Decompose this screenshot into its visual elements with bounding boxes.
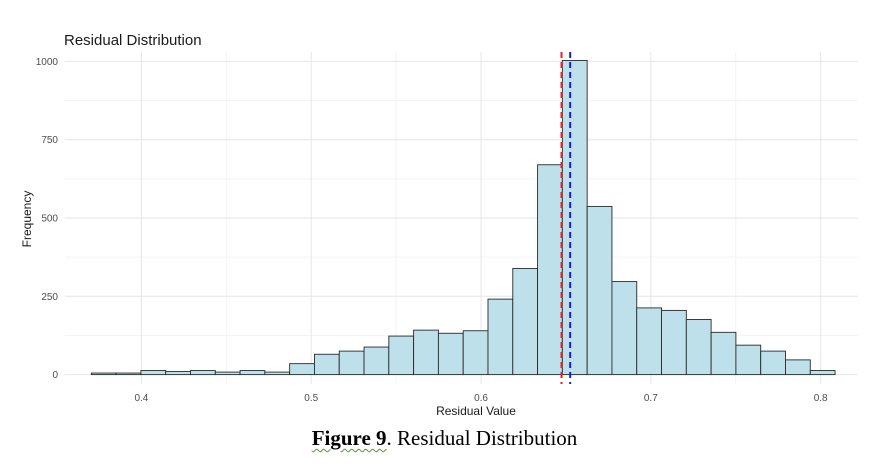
x-axis-label: Residual Value: [436, 404, 516, 418]
histogram-bar: [710, 331, 737, 376]
chart-title: Residual Distribution: [64, 32, 202, 49]
histogram-bar: [785, 359, 811, 376]
histogram-bar: [190, 370, 216, 376]
y-tick-label: 0: [52, 370, 58, 381]
histogram-bar: [537, 164, 563, 376]
histogram-bar: [313, 353, 340, 376]
y-axis-ticks: 0 250 500 750 1000: [36, 57, 59, 381]
histogram-bar: [289, 363, 315, 376]
histogram-bar: [487, 298, 514, 376]
histogram-bars: [90, 60, 836, 376]
figure-caption: Figure 9. Residual Distribution: [0, 426, 889, 451]
histogram-bar: [413, 329, 439, 376]
histogram-bar: [239, 370, 266, 376]
histogram-bar: [90, 372, 117, 376]
histogram-bar: [561, 60, 588, 376]
histogram-bar: [388, 335, 415, 376]
histogram-bar: [735, 344, 762, 376]
y-tick-label: 750: [41, 135, 58, 146]
histogram-bar: [685, 319, 712, 376]
x-tick-label: 0.5: [304, 393, 318, 404]
figure-label: Figure 9: [311, 426, 387, 450]
histogram-bar: [809, 370, 836, 376]
x-tick-label: 0.8: [814, 393, 828, 404]
histogram-bar: [363, 346, 390, 376]
x-tick-label: 0.7: [644, 393, 658, 404]
x-axis-ticks: 0.4 0.5 0.6 0.7 0.8: [134, 393, 828, 404]
histogram-bar: [462, 330, 489, 376]
y-tick-label: 1000: [36, 57, 59, 68]
histogram-bar: [611, 281, 638, 376]
histogram-bar: [437, 332, 464, 376]
x-tick-label: 0.6: [474, 393, 488, 404]
histogram-bar: [165, 371, 191, 376]
figure-caption-text: . Residual Distribution: [386, 426, 578, 450]
x-tick-label: 0.4: [134, 393, 148, 404]
y-tick-label: 250: [41, 292, 58, 303]
histogram-bar: [586, 205, 613, 376]
histogram-bar: [661, 309, 687, 376]
y-axis-label: Frequency: [20, 191, 34, 248]
histogram-bar: [512, 267, 539, 376]
histogram-bar: [636, 307, 662, 376]
histogram-bar: [214, 371, 241, 376]
histogram-bar: [264, 371, 291, 376]
histogram-bar: [338, 350, 365, 376]
histogram-bar: [760, 350, 786, 376]
y-tick-label: 500: [41, 214, 58, 225]
histogram-bar: [140, 370, 167, 376]
histogram-chart: 0.4 0.5 0.6 0.7 0.8 0 250 500 750 1000 Residual …: [20, 32, 858, 418]
reference-lines: [560, 52, 572, 384]
histogram-bar: [115, 372, 142, 376]
